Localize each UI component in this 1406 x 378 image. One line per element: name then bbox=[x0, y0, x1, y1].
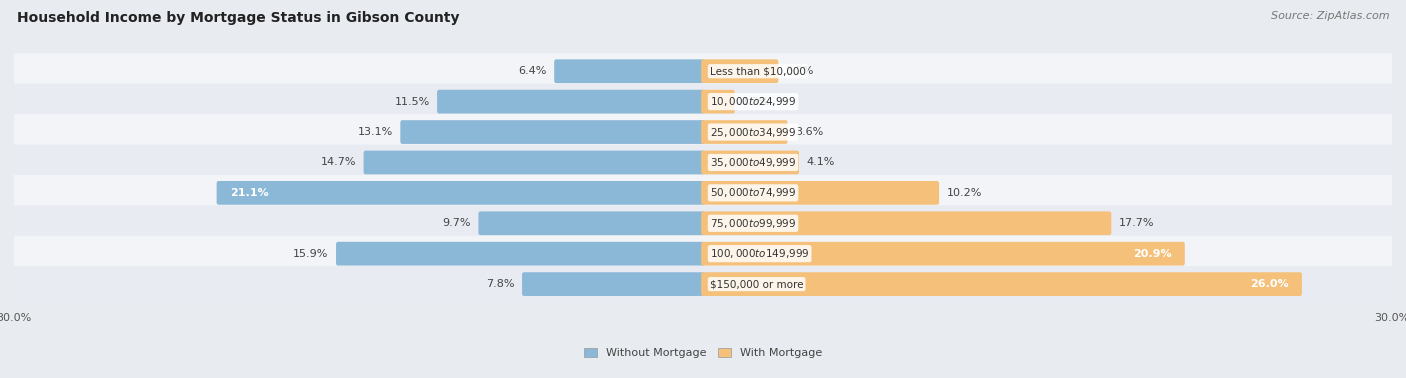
Text: $150,000 or more: $150,000 or more bbox=[710, 279, 803, 289]
FancyBboxPatch shape bbox=[702, 272, 1302, 296]
Text: 15.9%: 15.9% bbox=[294, 249, 329, 259]
FancyBboxPatch shape bbox=[702, 242, 1185, 266]
FancyBboxPatch shape bbox=[336, 242, 704, 266]
Text: $100,000 to $149,999: $100,000 to $149,999 bbox=[710, 247, 810, 260]
FancyBboxPatch shape bbox=[522, 272, 704, 296]
FancyBboxPatch shape bbox=[554, 59, 704, 83]
FancyBboxPatch shape bbox=[0, 236, 1406, 272]
FancyBboxPatch shape bbox=[0, 175, 1406, 211]
Text: Less than $10,000: Less than $10,000 bbox=[710, 66, 806, 76]
Text: 3.2%: 3.2% bbox=[786, 66, 814, 76]
FancyBboxPatch shape bbox=[702, 181, 939, 205]
Text: 6.4%: 6.4% bbox=[519, 66, 547, 76]
Text: 7.8%: 7.8% bbox=[486, 279, 515, 289]
Text: 21.1%: 21.1% bbox=[231, 188, 269, 198]
FancyBboxPatch shape bbox=[0, 205, 1406, 241]
FancyBboxPatch shape bbox=[401, 120, 704, 144]
Text: 11.5%: 11.5% bbox=[395, 97, 430, 107]
Legend: Without Mortgage, With Mortgage: Without Mortgage, With Mortgage bbox=[579, 344, 827, 363]
Text: $35,000 to $49,999: $35,000 to $49,999 bbox=[710, 156, 796, 169]
FancyBboxPatch shape bbox=[702, 120, 787, 144]
FancyBboxPatch shape bbox=[437, 90, 704, 113]
Text: 14.7%: 14.7% bbox=[321, 158, 356, 167]
Text: $25,000 to $34,999: $25,000 to $34,999 bbox=[710, 125, 796, 139]
Text: $75,000 to $99,999: $75,000 to $99,999 bbox=[710, 217, 796, 230]
Text: 13.1%: 13.1% bbox=[357, 127, 392, 137]
FancyBboxPatch shape bbox=[217, 181, 704, 205]
Text: 9.7%: 9.7% bbox=[443, 218, 471, 228]
Text: Source: ZipAtlas.com: Source: ZipAtlas.com bbox=[1271, 11, 1389, 21]
Text: $50,000 to $74,999: $50,000 to $74,999 bbox=[710, 186, 796, 199]
FancyBboxPatch shape bbox=[702, 150, 799, 174]
Text: 17.7%: 17.7% bbox=[1119, 218, 1154, 228]
Text: 4.1%: 4.1% bbox=[807, 158, 835, 167]
Text: 10.2%: 10.2% bbox=[946, 188, 981, 198]
Text: 3.6%: 3.6% bbox=[794, 127, 823, 137]
Text: 20.9%: 20.9% bbox=[1133, 249, 1171, 259]
FancyBboxPatch shape bbox=[702, 90, 735, 113]
Text: $10,000 to $24,999: $10,000 to $24,999 bbox=[710, 95, 796, 108]
FancyBboxPatch shape bbox=[0, 84, 1406, 119]
FancyBboxPatch shape bbox=[0, 114, 1406, 150]
FancyBboxPatch shape bbox=[702, 211, 1111, 235]
FancyBboxPatch shape bbox=[0, 53, 1406, 89]
Text: Household Income by Mortgage Status in Gibson County: Household Income by Mortgage Status in G… bbox=[17, 11, 460, 25]
FancyBboxPatch shape bbox=[0, 144, 1406, 180]
Text: 1.3%: 1.3% bbox=[742, 97, 770, 107]
Text: 26.0%: 26.0% bbox=[1250, 279, 1289, 289]
FancyBboxPatch shape bbox=[0, 266, 1406, 302]
FancyBboxPatch shape bbox=[364, 150, 704, 174]
FancyBboxPatch shape bbox=[478, 211, 704, 235]
FancyBboxPatch shape bbox=[702, 59, 779, 83]
